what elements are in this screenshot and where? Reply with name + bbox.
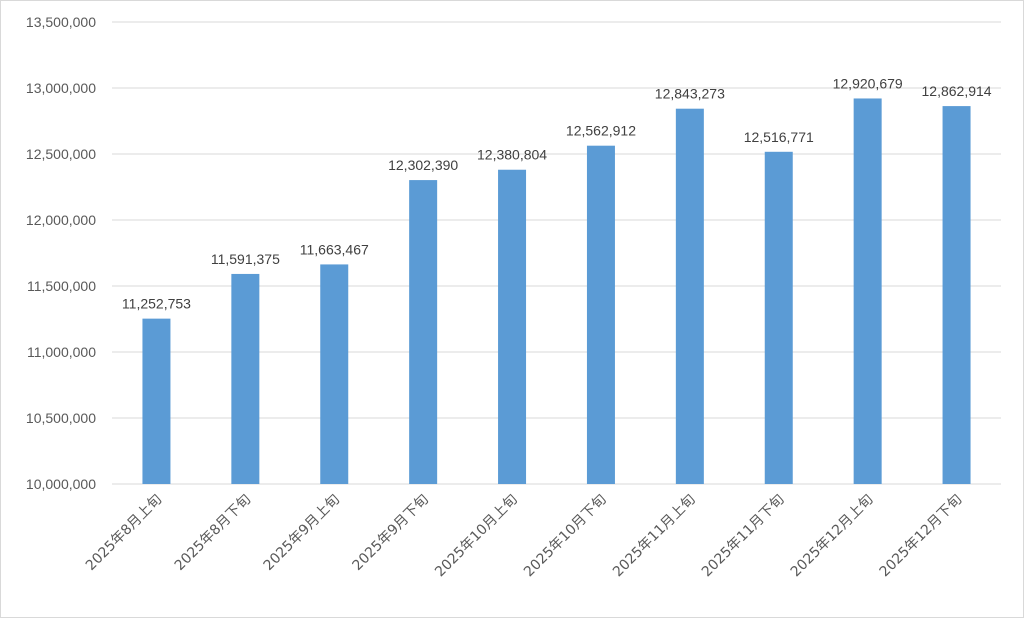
data-label: 12,843,273 [655, 86, 725, 102]
bar [586, 145, 615, 484]
x-tick-label: 2025年12月上旬 [788, 492, 877, 581]
data-label: 11,663,467 [300, 241, 369, 257]
gridlines [112, 21, 1001, 485]
x-tick-label: 2025年8月下旬 [172, 492, 254, 574]
bars [142, 98, 971, 485]
data-label: 11,591,375 [211, 251, 280, 267]
y-tick-label: 11,500,000 [27, 278, 96, 294]
y-tick-label: 10,000,000 [26, 476, 96, 492]
x-tick-label: 2025年10月下旬 [521, 492, 610, 581]
x-tick-label: 2025年9月下旬 [350, 492, 432, 574]
x-tick-label: 2025年9月上旬 [261, 492, 343, 574]
data-label: 12,862,914 [922, 83, 992, 99]
bar [498, 169, 527, 484]
y-tick-label: 11,000,000 [27, 344, 96, 360]
data-label: 12,302,390 [388, 157, 458, 173]
x-tick-label: 2025年11月下旬 [699, 492, 788, 581]
data-label: 11,252,753 [122, 296, 191, 312]
x-axis-tick-labels: 2025年8月上旬 2025年8月下旬 2025年9月上旬 2025年9月下旬 2025… [83, 492, 966, 581]
bar [764, 151, 793, 484]
data-label: 12,380,804 [477, 147, 547, 163]
bar [142, 318, 171, 484]
bar [853, 98, 882, 485]
bar [320, 264, 349, 484]
bar [409, 180, 438, 484]
data-label: 12,562,912 [566, 123, 636, 139]
y-tick-label: 12,500,000 [26, 146, 96, 162]
bar [231, 273, 260, 484]
x-tick-label: 2025年11月上旬 [610, 492, 699, 581]
bar [942, 106, 971, 485]
data-labels: 11,252,753 11,591,375 11,663,467 12,302,390… [122, 75, 992, 311]
x-tick-label: 2025年10月上旬 [432, 492, 521, 581]
data-label: 12,920,679 [833, 75, 903, 91]
y-tick-label: 13,000,000 [26, 80, 96, 96]
y-tick-label: 13,500,000 [26, 14, 96, 30]
x-tick-label: 2025年8月上旬 [83, 492, 165, 574]
data-label: 12,516,771 [744, 129, 814, 145]
bar [675, 108, 704, 485]
y-axis-tick-labels: 10,000,000 10,500,000 11,000,000 11,500,000… [26, 14, 96, 492]
x-tick-label: 2025年12月下旬 [877, 492, 966, 581]
y-tick-label: 12,000,000 [26, 212, 96, 228]
y-tick-label: 10,500,000 [26, 410, 96, 426]
